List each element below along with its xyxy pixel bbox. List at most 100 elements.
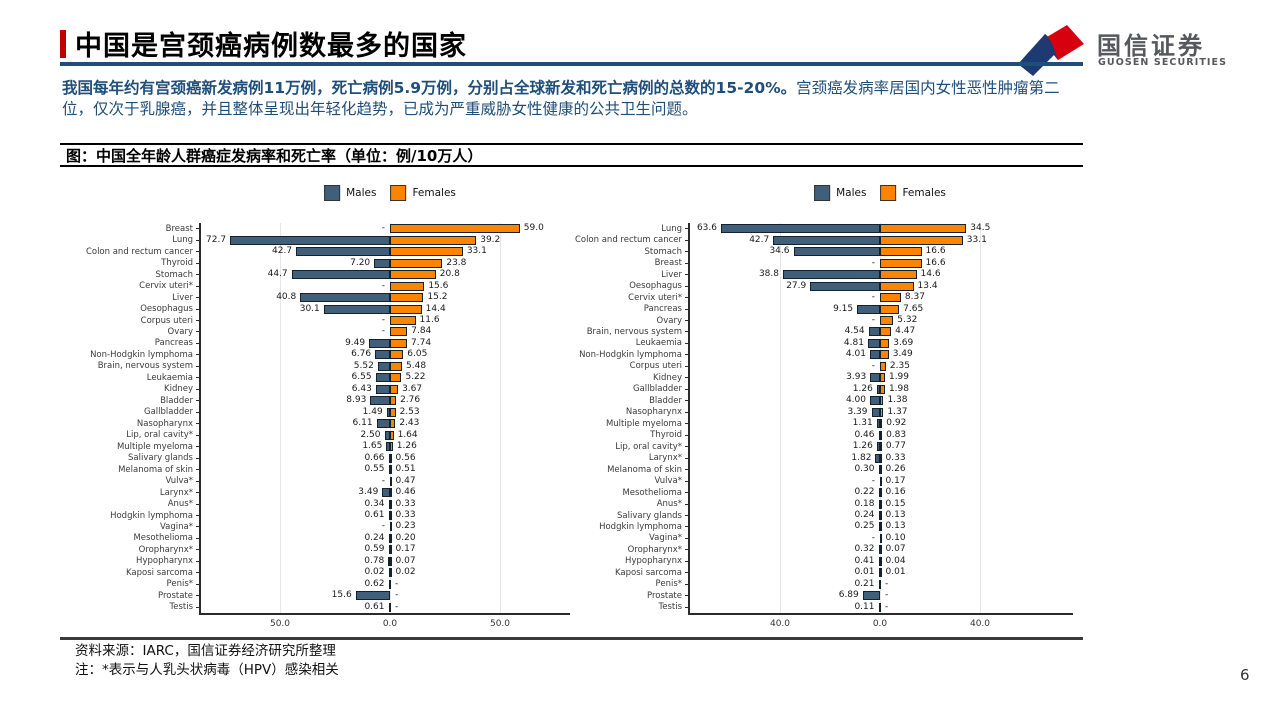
value-label-male: 6.55 [351, 372, 372, 383]
y-tick-mark [685, 503, 688, 505]
value-label-male: 0.18 [854, 498, 875, 509]
hpv-note: 注：*表示与人乳头状病毒（HPV）感染相关 [75, 662, 339, 678]
intro-lead: 我国每年约有宫颈癌新发病例11万例，死亡病例5.9万例，分别占全球新发和死亡病例… [62, 79, 797, 97]
legend-swatch-males [814, 185, 831, 201]
bar-female [880, 235, 963, 245]
category-label: Multiple myeloma [605, 418, 682, 429]
y-tick-mark [196, 365, 199, 367]
value-label-female: - [885, 601, 889, 612]
value-label-female: 0.83 [886, 429, 907, 440]
y-tick-mark [196, 228, 199, 230]
value-label-female: 15.2 [427, 292, 448, 303]
y-tick-mark [685, 239, 688, 241]
y-tick-mark [685, 469, 688, 471]
value-label-female: 6.05 [407, 349, 428, 360]
y-tick-mark [196, 595, 199, 597]
value-label-male: - [381, 326, 385, 337]
axis-tick-label: 50.0 [269, 619, 291, 629]
bar-female [880, 407, 884, 417]
bar-female [390, 361, 403, 371]
bar-male [876, 384, 880, 394]
value-label-male: 0.34 [364, 498, 385, 509]
category-label: Hodgkin lymphoma [110, 510, 193, 521]
category-label: Anus* [167, 499, 193, 510]
bar-female [390, 568, 392, 578]
value-label-female: - [885, 590, 889, 601]
y-tick-mark [196, 331, 199, 333]
bar-female [390, 396, 397, 406]
value-label-female: 0.33 [395, 510, 416, 520]
value-label-male: 0.01 [854, 567, 875, 578]
y-tick-mark [685, 308, 688, 310]
value-label-male: 2.50 [360, 429, 381, 440]
x-axis-line [199, 613, 570, 615]
legend-item: Females [880, 185, 946, 201]
legend-label: Males [346, 187, 377, 199]
category-label: Multiple myeloma [116, 441, 193, 452]
bar-male [869, 350, 880, 360]
value-label-male: - [381, 280, 385, 291]
guosen-logo: 国信证券 GUOSEN SECURITIES [1015, 20, 1226, 76]
y-tick-mark [685, 297, 688, 299]
category-label: Cervix uteri* [628, 292, 682, 303]
category-label: Penis* [166, 579, 193, 590]
value-label-female: 2.53 [399, 406, 420, 417]
value-label-male: 0.61 [364, 510, 385, 520]
y-tick-mark [685, 251, 688, 253]
category-label: Stomach [155, 269, 193, 280]
value-label-female: 7.65 [903, 303, 924, 314]
value-label-male: 38.8 [758, 269, 779, 280]
bar-female [390, 270, 436, 280]
category-label: Corpus uteri [140, 315, 193, 326]
value-label-female: 0.10 [885, 532, 906, 543]
bar-male [876, 442, 880, 452]
legend-item: Males [324, 185, 376, 201]
bar-female [880, 224, 967, 234]
bar-female [390, 407, 396, 417]
bar-male [867, 338, 880, 348]
value-label-female: - [885, 578, 889, 589]
category-label: Colon and rectum cancer [574, 235, 682, 246]
value-label-male: - [871, 475, 875, 486]
legend-label: Males [836, 187, 867, 199]
bar-male [388, 579, 391, 589]
category-label: Mesothelioma [133, 533, 193, 544]
bar-male [375, 373, 390, 383]
value-label-male: 1.26 [852, 383, 873, 394]
category-label: Kidney [653, 372, 682, 383]
value-label-male: 4.00 [845, 395, 866, 406]
category-label: Oropharynx* [627, 544, 682, 555]
bar-female [390, 224, 520, 234]
y-tick-mark [685, 400, 688, 402]
category-label: Breast [654, 258, 682, 269]
bar-female [390, 442, 393, 452]
value-label-female: 1.64 [397, 429, 418, 440]
y-tick-mark [685, 583, 688, 585]
bar-female [880, 373, 885, 383]
value-label-male: 0.59 [364, 544, 385, 555]
bar-male [374, 258, 390, 268]
bar-male [375, 384, 390, 394]
value-label-male: 40.8 [276, 292, 297, 303]
bar-male [868, 327, 880, 337]
y-tick-mark [196, 492, 199, 494]
value-label-male: - [871, 292, 875, 303]
category-label: Vulva* [165, 476, 193, 487]
category-label: Kidney [164, 384, 193, 395]
bar-male [355, 591, 390, 601]
y-axis-spine [199, 223, 201, 613]
category-label: Pancreas [643, 304, 682, 315]
bar-female [390, 235, 477, 245]
bar-female [390, 499, 392, 509]
footer: 资料来源：IARC，国信证券经济研究所整理 注：*表示与人乳头状病毒（HPV）感… [75, 642, 339, 680]
intro-paragraph: 我国每年约有宫颈癌新发病例11万例，死亡病例5.9万例，分别占全球新发和死亡病例… [62, 78, 1080, 120]
category-label: Ovary [656, 315, 682, 326]
bar-female [880, 327, 892, 337]
figure-caption-box: 图：中国全年龄人群癌症发病率和死亡率（单位：例/10万人） [60, 143, 1083, 167]
y-tick-mark [685, 606, 688, 608]
value-label-female: 2.43 [399, 418, 420, 429]
category-label: Anus* [656, 499, 682, 510]
y-axis-spine [688, 223, 690, 613]
bar-female [880, 419, 883, 429]
value-label-male: 6.89 [838, 590, 859, 601]
